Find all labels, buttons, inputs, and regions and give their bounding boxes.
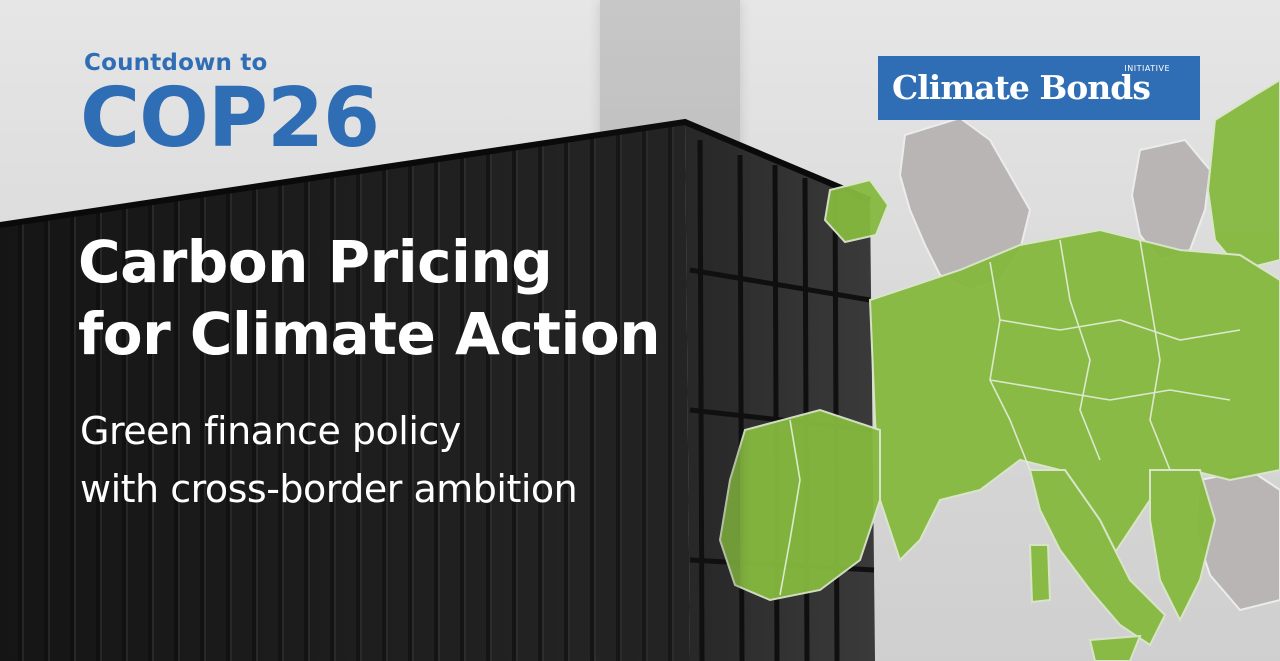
map-grey-land (898, 116, 1280, 612)
map-borders (779, 239, 1241, 596)
subheadline: Green finance policy with cross-border a… (80, 402, 578, 518)
headline-line-2: for Climate Action (78, 300, 661, 368)
event-title: COP26 (80, 71, 380, 166)
headline: Carbon Pricing for Climate Action (78, 226, 661, 370)
kicker-text: Countdown to (84, 50, 268, 76)
headline-line-1: Carbon Pricing (78, 228, 553, 296)
climate-bonds-logo: Climate Bonds INITIATIVE (878, 56, 1200, 120)
map-green-countries (718, 78, 1280, 661)
logo-tagline: INITIATIVE (1124, 64, 1170, 73)
subheadline-line-1: Green finance policy (80, 409, 461, 453)
logo-wordmark: Climate Bonds (892, 68, 1151, 107)
subheadline-line-2: with cross-border ambition (80, 467, 578, 511)
